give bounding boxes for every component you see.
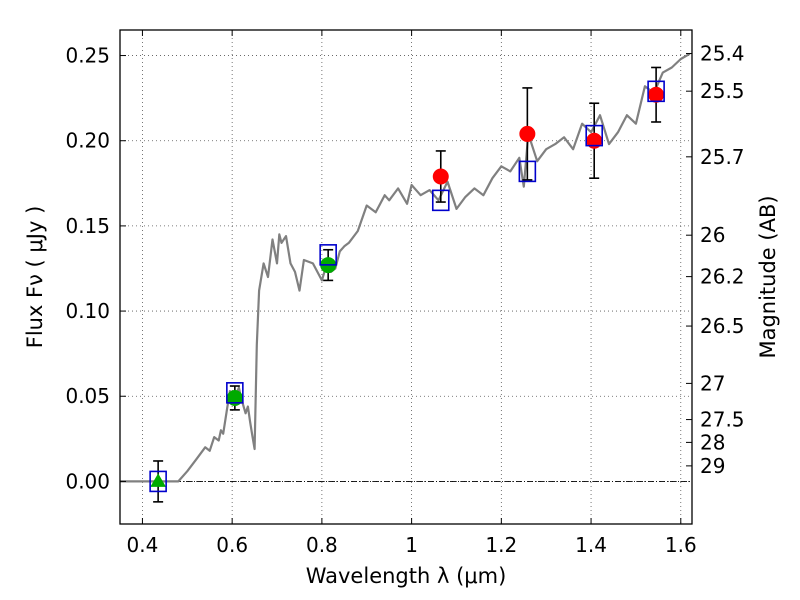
mag-tick-label: 27.5 — [700, 408, 745, 432]
x-tick-label: 1 — [405, 533, 418, 557]
y-tick-label: 0.10 — [65, 299, 110, 323]
mag-tick-label: 26.2 — [700, 265, 745, 289]
x-tick-label: 1.4 — [575, 533, 607, 557]
model-band-box — [149, 470, 167, 493]
model-band-box — [319, 244, 337, 266]
model-band-box — [226, 382, 244, 404]
grid-layer — [120, 30, 692, 524]
right-axis-title: Magnitude (AB) — [756, 195, 780, 358]
x-tick-label: 0.8 — [306, 533, 338, 557]
mag-tick-label: 27 — [700, 371, 725, 395]
y-tick-label: 0.20 — [65, 129, 110, 153]
errorbar-layer — [153, 66, 662, 503]
plot-frame — [119, 29, 693, 525]
observed-upper-limit-marker — [150, 473, 167, 487]
mag-tick-label: 25.5 — [700, 79, 745, 103]
model-band-box — [431, 189, 450, 212]
y-axis-title: Flux Fν ( μJy ) — [23, 206, 47, 349]
observed-flux-marker — [432, 168, 449, 185]
y-tick-label: 0.15 — [65, 214, 110, 238]
mag-tick-label: 26 — [700, 223, 725, 247]
mag-tick-label: 25.4 — [700, 42, 745, 66]
mag-tick-label: 26.5 — [700, 314, 745, 338]
observed-flux-marker — [519, 125, 536, 142]
y-tick-label: 0.05 — [65, 384, 110, 408]
mag-tick-label: 28 — [700, 430, 725, 454]
mag-tick-label: 25.7 — [700, 145, 745, 169]
template-spectrum-line — [120, 52, 691, 483]
model-band-box — [518, 160, 537, 183]
x-axis-title: Wavelength λ (μm) — [306, 564, 507, 588]
observed-flux-marker — [648, 86, 665, 103]
x-tick-label: 0.6 — [216, 533, 248, 557]
x-tick-label: 1.6 — [665, 533, 697, 557]
observed-marker-layer — [150, 86, 665, 487]
x-tick-label: 1.2 — [485, 533, 517, 557]
template-spectrum-layer — [120, 52, 691, 483]
mag-tick-label: 29 — [700, 454, 725, 478]
model-band-box — [647, 80, 665, 103]
model-box-layer — [149, 80, 665, 493]
y-tick-label: 0.00 — [65, 469, 110, 493]
x-tick-label: 0.4 — [127, 533, 159, 557]
model-band-box — [585, 124, 603, 147]
tick-layer: 0.4 0.6 0.8 1 1.2 1.4 1.6 0.00 0.05 0.10 0.15 0.20 0… — [65, 30, 745, 557]
y-tick-label: 0.25 — [65, 44, 110, 68]
